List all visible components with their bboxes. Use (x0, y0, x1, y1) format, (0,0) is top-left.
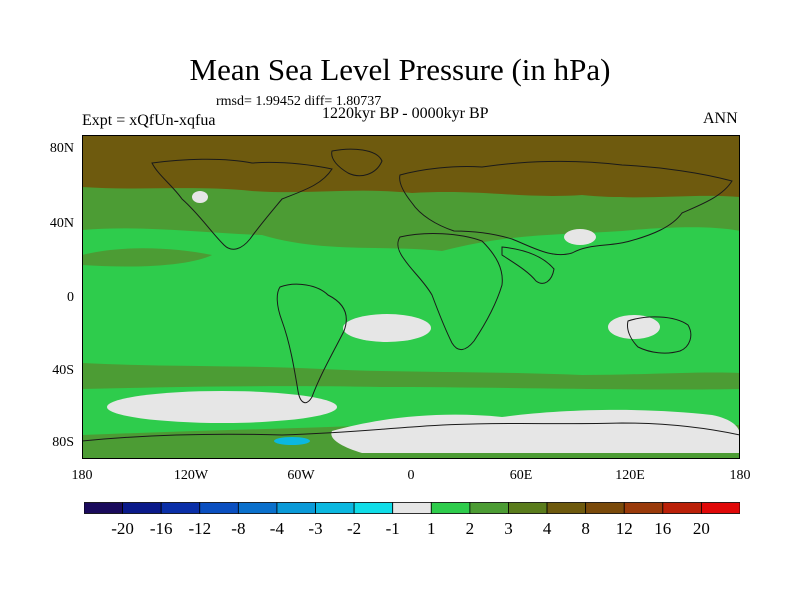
zero-patch-antarctic (331, 409, 740, 453)
colorbar-box (84, 502, 123, 514)
colorbar-box (701, 502, 740, 514)
colorbar-label: -1 (385, 519, 400, 538)
colorbar-label: 4 (542, 519, 552, 538)
colorbar-label: 2 (465, 519, 475, 538)
zero-patch-southatlantic (343, 314, 431, 342)
north-america-outline (151, 158, 333, 250)
colorbar-box (508, 502, 548, 514)
greenland-outline (331, 148, 383, 177)
arabia-india-outline (501, 246, 555, 284)
colorbar-label: -20 (111, 519, 134, 538)
colorbar-label: 8 (581, 519, 590, 538)
colorbar-label: -3 (308, 519, 323, 538)
colorbar-label: 12 (615, 519, 633, 538)
lon-tick-180e: 180 (729, 468, 751, 483)
zero-patch-indian (608, 315, 660, 339)
south-america-outline (276, 283, 347, 404)
colorbar-box (585, 502, 625, 514)
colorbar-label: -4 (269, 519, 284, 538)
colorbar-box (623, 502, 664, 514)
map-frame (82, 135, 740, 459)
colorbar-box (353, 502, 394, 514)
colorbar-label: 3 (504, 519, 513, 538)
stats-line: rmsd= 1.99452 diff= 1.80737 (216, 94, 382, 109)
pressure-anomaly-map (82, 135, 740, 459)
lat-tick-40n: 40N (49, 216, 74, 231)
lon-tick-60w: 60W (287, 468, 315, 483)
lat-tick-40s: 40S (52, 363, 74, 378)
colorbar (84, 502, 740, 514)
lon-tick-0: 0 (407, 468, 415, 483)
coastlines (82, 148, 740, 442)
colorbar-label: -16 (149, 519, 173, 538)
lat-tick-80n: 80N (49, 141, 74, 156)
mid-patch-pacific (82, 248, 212, 267)
colorbar-box (276, 502, 316, 514)
colorbar-label: -12 (188, 519, 212, 538)
zero-patch-southpacific (107, 391, 337, 423)
colorbar-label: -2 (347, 519, 362, 538)
colorbar-box (546, 502, 587, 514)
lon-tick-180w: 180 (71, 468, 93, 483)
zero-patch-pacific (192, 191, 208, 203)
lon-tick-60e: 60E (509, 468, 533, 483)
colorbar-label: 20 (692, 519, 710, 538)
colorbar-label: 16 (654, 519, 672, 538)
colorbar-label: -8 (231, 519, 246, 538)
colorbar-box (122, 502, 162, 514)
lon-tick-120w: 120W (173, 468, 209, 483)
colorbar-box (199, 502, 239, 514)
colorbar-box (469, 502, 509, 514)
zero-patch-asia (564, 229, 596, 245)
colorbar-box (237, 502, 278, 514)
australia-outline (627, 316, 692, 354)
colorbar-label: 1 (427, 519, 436, 538)
negative-patch-weddell (274, 437, 310, 445)
antarctica-outline (82, 422, 740, 442)
colorbar-box (662, 502, 702, 514)
africa-outline (397, 233, 503, 350)
lon-tick-120e: 120E (615, 468, 645, 483)
high-band-arctic (82, 135, 740, 198)
map-title: Mean Sea Level Pressure (in hPa) (189, 52, 611, 87)
colorbar-box (315, 502, 355, 514)
europe-asia-outline (399, 160, 733, 256)
colorbar-box (392, 502, 432, 514)
colorbar-box (430, 502, 471, 514)
lat-tick-80s: 80S (52, 435, 74, 450)
lat-tick-0: 0 (67, 290, 74, 305)
mid-patch-southern (82, 363, 740, 390)
colorbar-box (160, 502, 201, 514)
season-label: ANN (703, 110, 738, 127)
experiment-label: Expt = xQfUn-xqfua (82, 112, 216, 129)
period-label: 1220kyr BP - 0000kyr BP (322, 105, 489, 122)
